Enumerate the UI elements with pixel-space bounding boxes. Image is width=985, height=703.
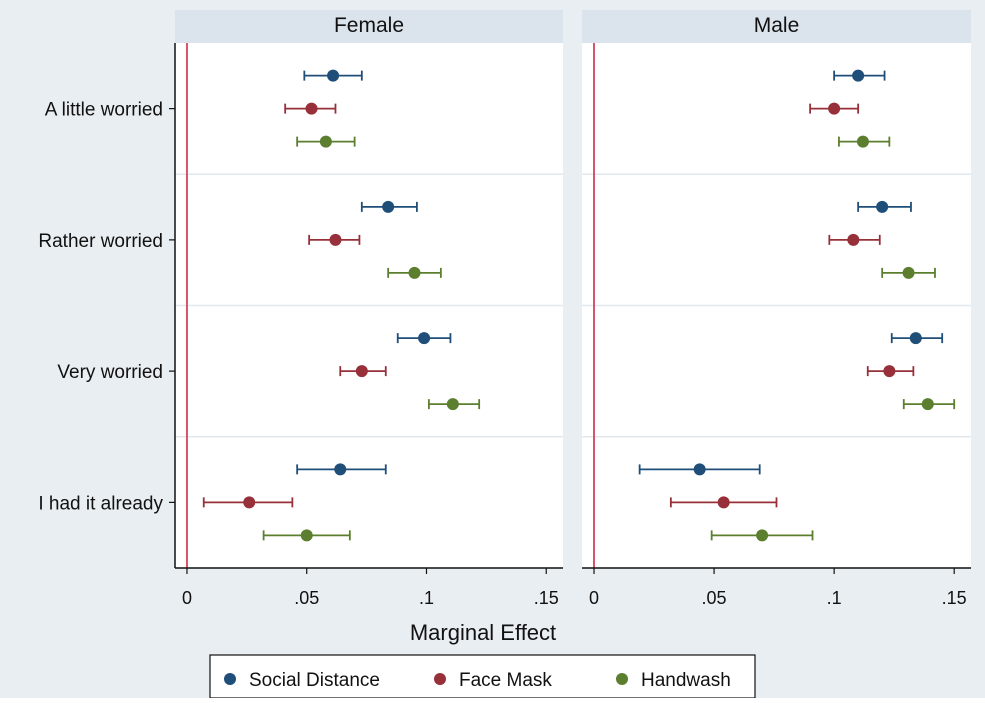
x-tick-label: .05 (702, 588, 727, 608)
data-point (418, 332, 431, 345)
series-face-mask (669, 102, 915, 509)
data-point (243, 496, 256, 509)
panel-female: Female 0 .05 .1 .15 (175, 10, 563, 608)
series-face-mask (202, 102, 387, 509)
legend-box (209, 654, 756, 699)
data-point (902, 266, 915, 279)
panel-header (175, 10, 563, 43)
data-point (921, 398, 934, 411)
panel-male: Male 0 .05 .1 .15 (582, 10, 971, 608)
data-point (693, 463, 706, 476)
data-point (717, 496, 730, 509)
legend-marker-handwash (616, 673, 628, 685)
panel-title: Male (754, 14, 800, 37)
legend-marker-face-mask (434, 673, 446, 685)
panel-header (582, 10, 971, 43)
panel-title: Female (334, 14, 404, 37)
panels-group: Female 0 .05 .1 .15 Male 0 .05 .1 .15 (175, 10, 971, 608)
data-point (756, 529, 769, 542)
x-tick-label: 0 (589, 588, 599, 608)
x-tick-label: .15 (942, 588, 967, 608)
x-tick-label: .1 (419, 588, 434, 608)
x-tick-label: .15 (534, 588, 559, 608)
data-point (300, 529, 313, 542)
y-tick-label: Very worried (57, 362, 163, 383)
data-point (305, 102, 318, 115)
series-handwash (262, 135, 481, 542)
series-handwash (710, 135, 956, 542)
y-axis: A little worried Rather worried Very worri… (38, 43, 176, 568)
legend-label-social-distance: Social Distance (249, 670, 380, 691)
data-point (327, 69, 340, 82)
x-tick-label: .1 (827, 588, 842, 608)
data-point (856, 135, 869, 148)
data-point (852, 69, 865, 82)
y-tick-label: Rather worried (38, 231, 163, 252)
data-point (319, 135, 332, 148)
data-point (909, 332, 922, 345)
x-axis-label: Marginal Effect (410, 620, 556, 645)
data-point (883, 365, 896, 378)
data-point (408, 266, 421, 279)
x-tick-label: .05 (294, 588, 319, 608)
series-social-distance (296, 69, 452, 476)
series-social-distance (638, 69, 944, 476)
legend: Social Distance Face Mask Handwash (209, 654, 756, 699)
data-point (329, 233, 342, 246)
data-point (876, 200, 889, 213)
data-point (847, 233, 860, 246)
x-tick-label: 0 (182, 588, 192, 608)
data-point (334, 463, 347, 476)
data-point (828, 102, 841, 115)
y-tick-label: I had it already (38, 493, 163, 514)
legend-marker-social-distance (224, 673, 236, 685)
legend-label-face-mask: Face Mask (459, 670, 552, 691)
data-point (446, 398, 459, 411)
y-tick-label: A little worried (45, 100, 163, 121)
data-point (355, 365, 368, 378)
data-point (382, 200, 395, 213)
legend-label-handwash: Handwash (641, 670, 731, 691)
